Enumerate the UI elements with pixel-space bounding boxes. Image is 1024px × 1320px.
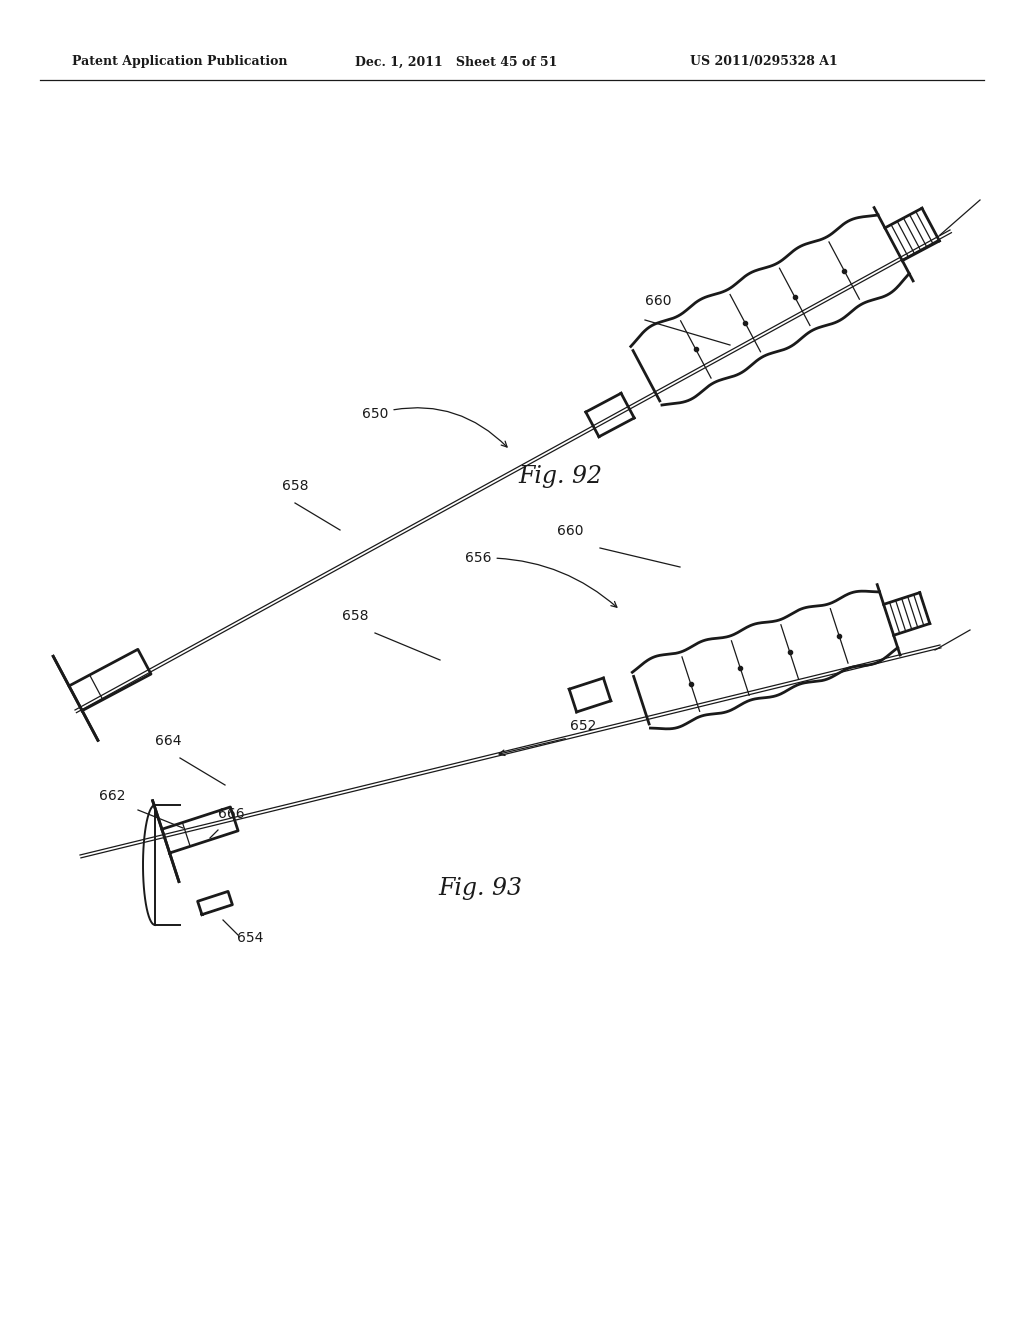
Text: 654: 654: [237, 931, 263, 945]
Text: 658: 658: [282, 479, 308, 492]
Text: 660: 660: [557, 524, 584, 539]
Text: 658: 658: [342, 609, 369, 623]
Text: 666: 666: [218, 807, 245, 821]
Text: US 2011/0295328 A1: US 2011/0295328 A1: [690, 55, 838, 69]
Text: 650: 650: [362, 407, 507, 447]
Text: 662: 662: [98, 789, 125, 803]
Text: 664: 664: [155, 734, 181, 748]
Text: 660: 660: [645, 294, 672, 308]
Text: Fig. 93: Fig. 93: [438, 876, 522, 899]
Text: Dec. 1, 2011   Sheet 45 of 51: Dec. 1, 2011 Sheet 45 of 51: [355, 55, 557, 69]
Text: 652: 652: [570, 719, 596, 733]
Text: 656: 656: [465, 550, 616, 607]
Text: Patent Application Publication: Patent Application Publication: [72, 55, 288, 69]
Text: Fig. 92: Fig. 92: [518, 465, 602, 487]
